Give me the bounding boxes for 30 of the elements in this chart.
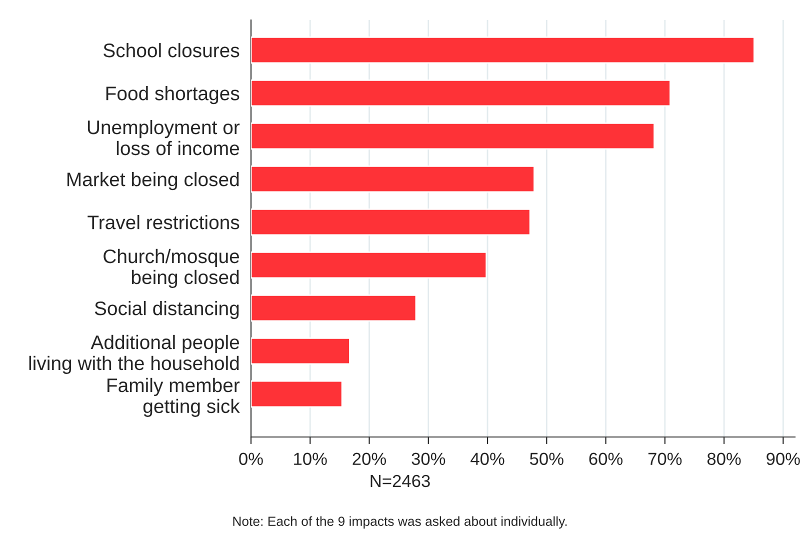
x-tick-label: 50% [530,452,564,466]
x-tick-label: 70% [648,452,682,466]
y-tick-label: Family member getting sick [108,378,240,417]
text: Note: Each of the 9 impacts was asked about individually. [233,516,567,529]
bar [251,380,343,408]
bar [251,337,350,365]
y-tick-label: Social distancing [94,300,239,320]
y-tick-label: School closures [104,43,240,58]
bar [251,79,671,107]
bar [251,251,488,279]
x-tick-label: 40% [470,452,504,466]
y-tick-label: Market being closed [67,172,239,190]
x-tick-label: 30% [412,452,446,466]
y-tick-label: Unemployment or loss of income [88,120,240,156]
y-tick-label: Travel restrictions [88,215,240,230]
bar [251,294,417,322]
y-tick-label: Additional people living with the household [29,334,240,374]
text: N=2463 [370,474,430,488]
x-tick-label: 90% [766,452,800,466]
x-tick-label: 10% [294,452,327,466]
bar [251,165,535,193]
bar [251,122,655,150]
x-tick-label: 20% [352,452,386,466]
bar [251,36,755,64]
x-tick-label: 80% [707,452,741,466]
y-tick-label: Church/mosque being closed [104,248,240,288]
x-tick-label: 60% [589,452,623,466]
x-tick-label: 0% [239,452,263,466]
bar [251,208,531,236]
y-tick-label: Food shortages [106,86,240,104]
